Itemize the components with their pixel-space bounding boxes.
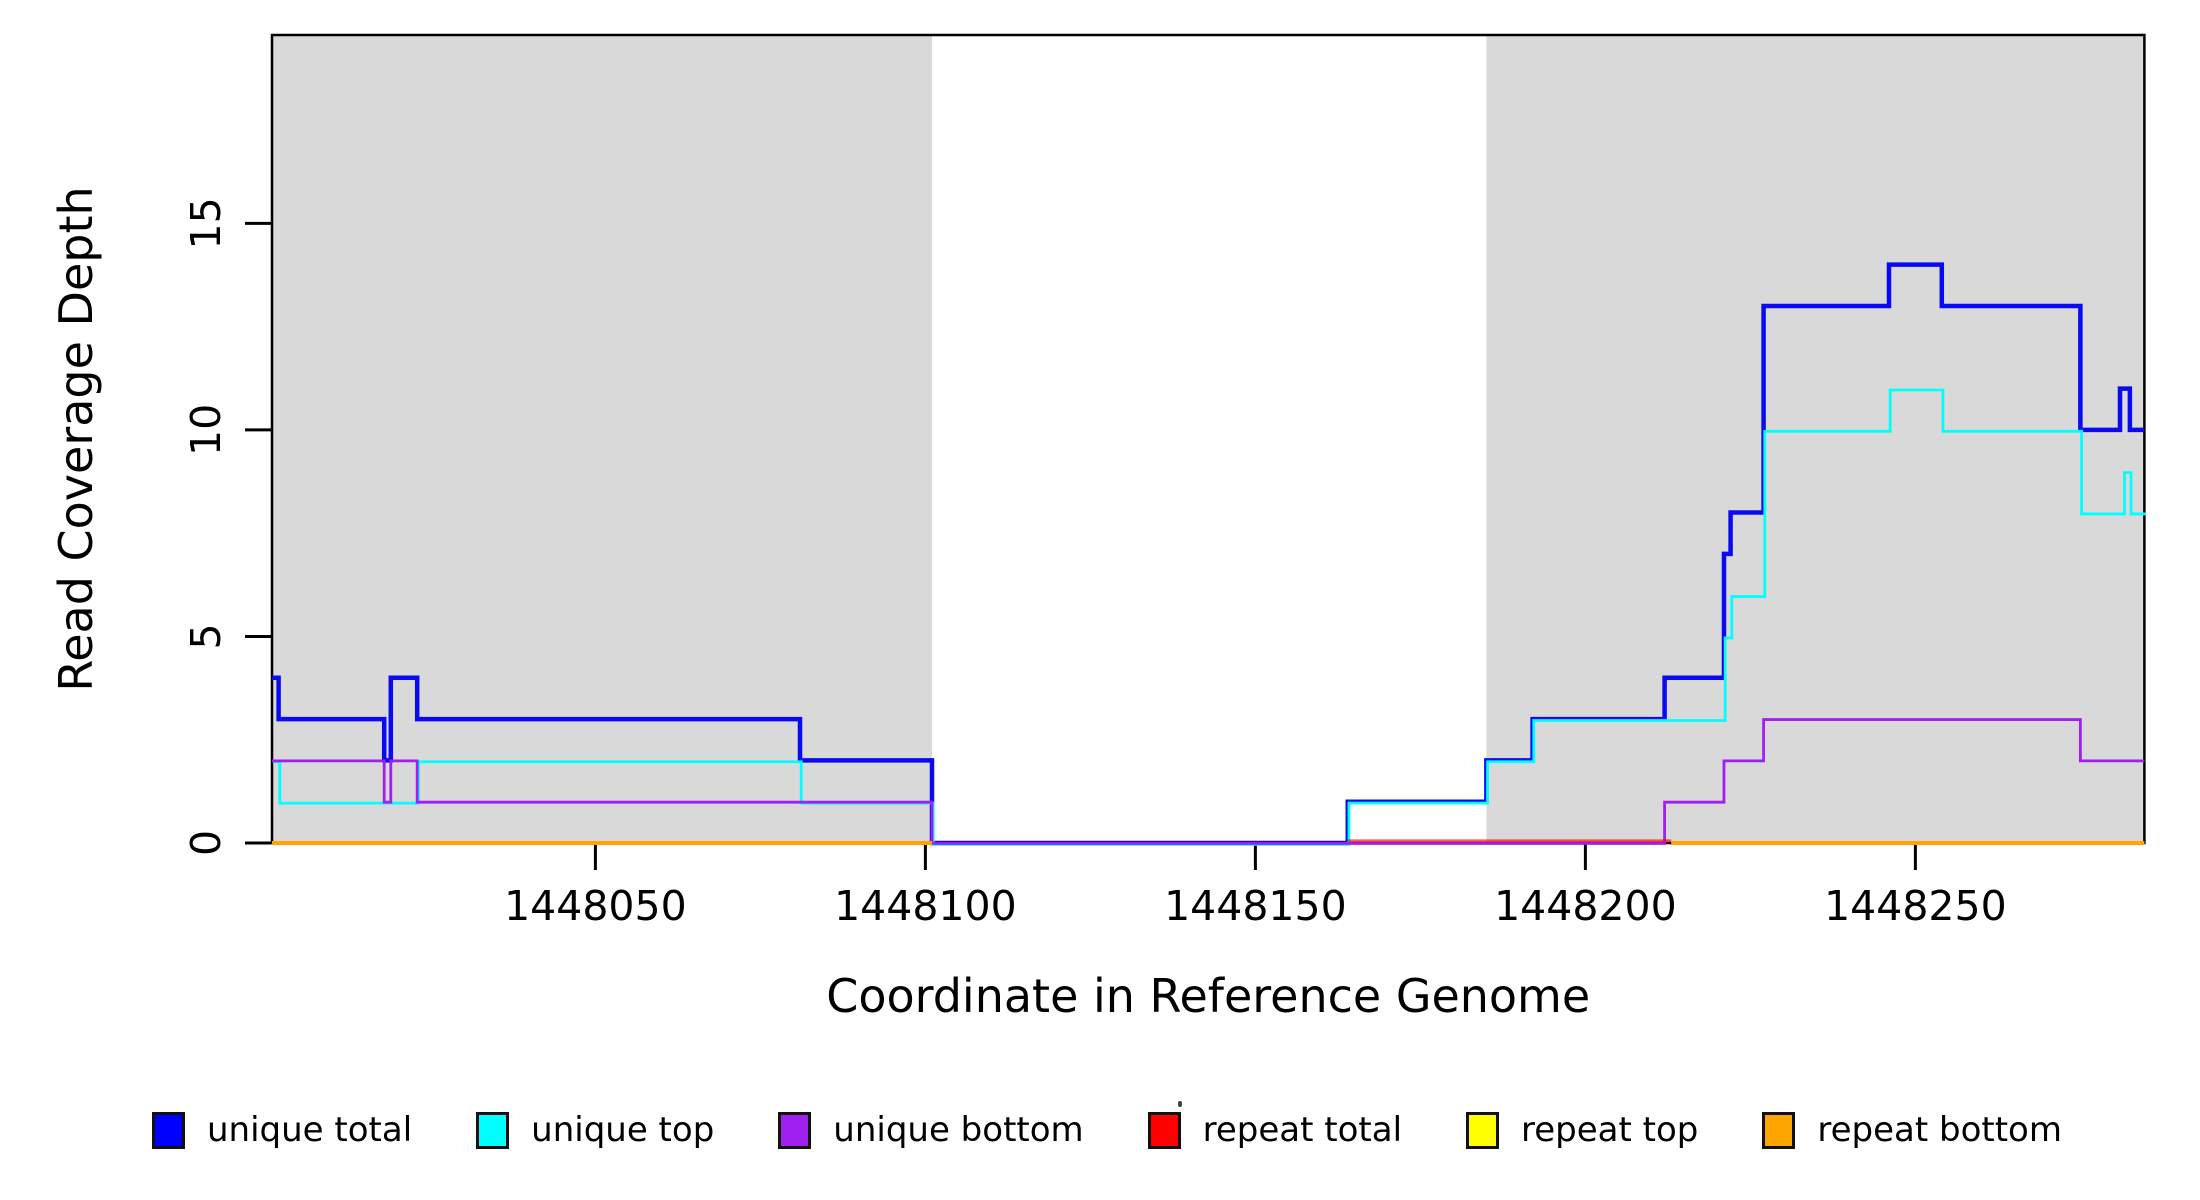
stray-dot-artifact (1178, 1101, 1182, 1107)
legend-swatch-icon (152, 1111, 185, 1149)
legend-item: unique top (476, 1110, 714, 1150)
legend-swatch-icon (778, 1111, 812, 1149)
x-tick-label: 1448050 (504, 882, 687, 930)
y-axis-label: Read Coverage Depth (49, 186, 103, 691)
repeat-region-right-shading (1486, 35, 2145, 843)
x-tick-label: 1448100 (834, 882, 1017, 930)
legend-item: repeat top (1466, 1110, 1698, 1150)
x-tick-label: 1448200 (1494, 882, 1677, 930)
y-tick-label: 5 (182, 623, 230, 649)
legend-item: unique bottom (778, 1110, 1084, 1150)
y-tick-label: 10 (182, 404, 230, 456)
x-tick-label: 1448150 (1164, 882, 1347, 930)
unique-bottom-line (272, 718, 2145, 845)
legend-item: repeat bottom (1762, 1110, 2062, 1150)
unique-top-line (273, 388, 2146, 846)
legend-label: repeat total (1202, 1110, 1403, 1150)
x-axis-label: Coordinate in Reference Genome (826, 969, 1590, 1023)
legend-label: unique top (531, 1110, 715, 1150)
legend-item: unique total (152, 1110, 412, 1150)
legend-item: repeat total (1147, 1110, 1403, 1150)
x-tick-label: 1448250 (1824, 882, 2007, 930)
y-tick-label: 15 (182, 197, 230, 249)
legend-label: repeat top (1521, 1110, 1699, 1150)
legend-swatch-icon (1466, 1111, 1500, 1149)
legend-label: repeat bottom (1817, 1110, 2062, 1150)
y-tick-label: 0 (182, 830, 230, 856)
legend-label: unique total (207, 1110, 413, 1150)
legend-swatch-icon (476, 1111, 510, 1149)
legend-label: unique bottom (833, 1110, 1084, 1150)
legend-swatch-icon (1147, 1111, 1181, 1149)
legend: unique total unique top unique bottom re… (152, 1098, 2062, 1162)
y-axis: 0 5 10 15 (182, 197, 271, 856)
x-axis: 1448050 1448100 1448150 1448200 1448250 (504, 844, 2007, 930)
repeat-region-left-shading (272, 35, 932, 843)
legend-swatch-icon (1762, 1111, 1796, 1149)
